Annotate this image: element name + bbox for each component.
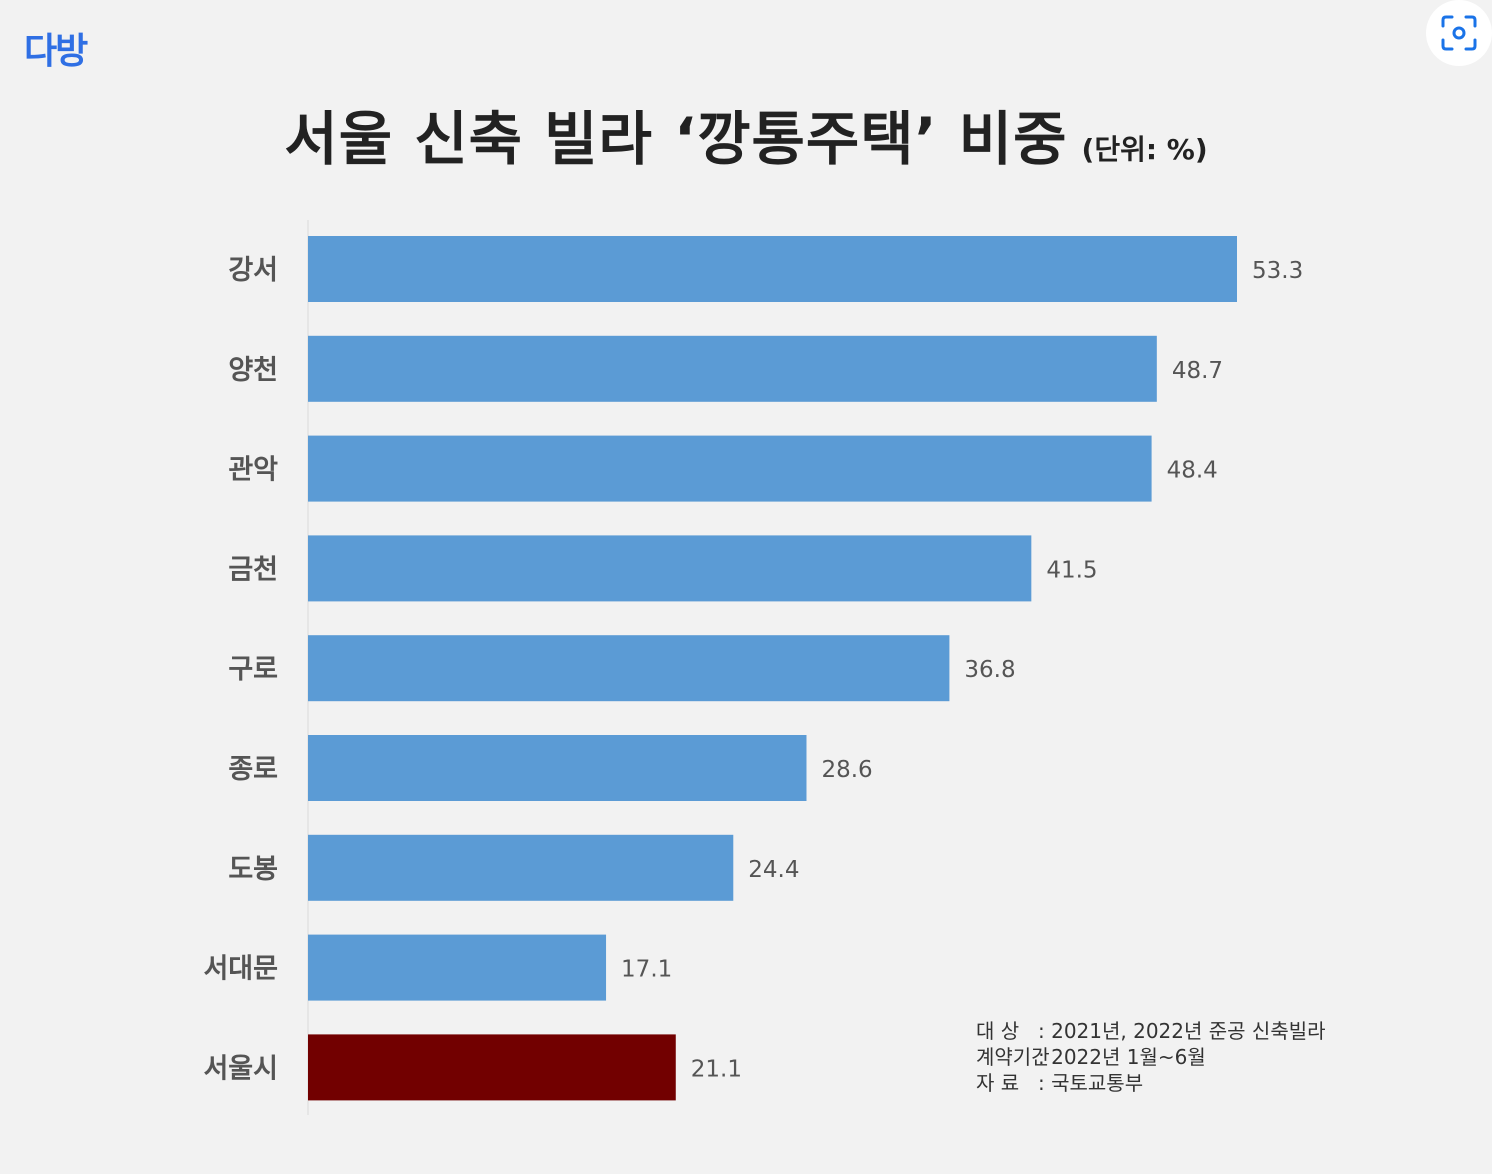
category-label: 도봉: [228, 854, 278, 885]
data-label: 28.6: [821, 757, 872, 783]
bar: [308, 535, 1032, 602]
lens-button[interactable]: [1426, 0, 1492, 66]
category-label: 양천: [228, 355, 278, 386]
bar: [308, 236, 1237, 302]
category-label: 관악: [228, 455, 278, 486]
footnote-row-source: 자 료 : 국토교통부: [976, 1070, 1326, 1096]
data-label: 36.8: [964, 657, 1015, 683]
chart-title-block: 서울 신축 빌라 ‘깡통주택’ 비중 (단위: %): [0, 92, 1492, 176]
bar: [308, 435, 1152, 502]
footnote-row-period: 계약기간 : 2022년 1월~6월: [976, 1044, 1326, 1070]
category-label: 종로: [228, 754, 278, 785]
footnote-text: : 2022년 1월~6월: [1038, 1045, 1206, 1069]
footnote-label: 대 상: [976, 1019, 1020, 1043]
footnote-label: 계약기간: [976, 1045, 1050, 1069]
category-label: 금천: [228, 554, 278, 585]
footnote-text: : 2021년, 2022년 준공 신축빌라: [1038, 1019, 1326, 1043]
bar: [308, 934, 607, 1001]
lens-scan-icon: [1441, 15, 1477, 51]
bar: [308, 335, 1157, 402]
bar: [308, 735, 807, 801]
bar: [308, 1034, 676, 1101]
category-label: 서울시: [203, 1053, 278, 1084]
data-label: 41.5: [1046, 557, 1097, 583]
data-label: 24.4: [748, 857, 799, 883]
bar: [308, 834, 734, 901]
data-label: 48.4: [1167, 458, 1218, 484]
data-label: 53.3: [1252, 258, 1303, 284]
chart-footnote: 대 상 : 2021년, 2022년 준공 신축빌라 계약기간 : 2022년 …: [976, 1018, 1326, 1096]
category-label: 강서: [228, 255, 278, 286]
bar: [308, 635, 950, 702]
data-label: 17.1: [621, 957, 672, 983]
footnote-label: 자 료: [976, 1071, 1020, 1095]
footnote-text: : 국토교통부: [1038, 1071, 1144, 1095]
data-label: 48.7: [1172, 358, 1223, 384]
category-label: 구로: [228, 654, 278, 685]
data-label: 21.1: [691, 1056, 742, 1082]
chart-title: 서울 신축 빌라 ‘깡통주택’ 비중: [284, 105, 1068, 173]
chart-unit-label: (단위: %): [1081, 133, 1208, 166]
category-label: 서대문: [203, 954, 278, 985]
dabang-logo: 다방: [24, 31, 88, 72]
footnote-row-target: 대 상 : 2021년, 2022년 준공 신축빌라: [976, 1018, 1326, 1044]
